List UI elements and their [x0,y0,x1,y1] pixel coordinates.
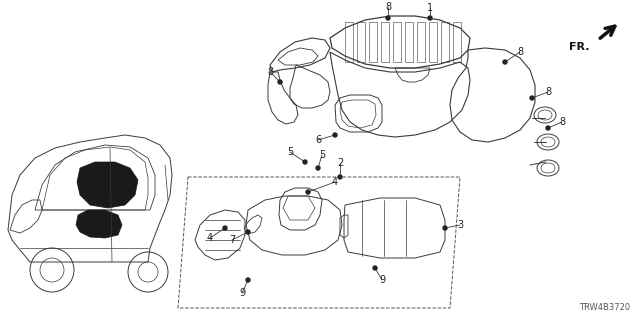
Circle shape [333,133,337,137]
Text: 8: 8 [517,47,523,57]
Circle shape [316,166,320,170]
Text: 3: 3 [457,220,463,230]
Text: 7: 7 [229,235,235,245]
Circle shape [223,226,227,230]
Circle shape [546,126,550,130]
Text: 8: 8 [545,87,551,97]
Text: 4: 4 [207,233,213,243]
Polygon shape [77,162,138,208]
Text: 8: 8 [385,2,391,12]
Text: 8: 8 [559,117,565,127]
Circle shape [246,230,250,234]
Circle shape [338,175,342,179]
Text: 2: 2 [337,158,343,168]
Text: FR.: FR. [570,42,590,52]
Circle shape [530,96,534,100]
Text: 6: 6 [315,135,321,145]
Polygon shape [76,210,122,238]
Text: 9: 9 [239,288,245,298]
Text: 9: 9 [379,275,385,285]
Text: 5: 5 [287,147,293,157]
Circle shape [246,278,250,282]
Text: TRW4B3720: TRW4B3720 [579,303,630,312]
Circle shape [278,80,282,84]
Circle shape [303,160,307,164]
Circle shape [443,226,447,230]
Text: 5: 5 [319,150,325,160]
Circle shape [386,16,390,20]
Circle shape [373,266,377,270]
Circle shape [306,190,310,194]
Circle shape [503,60,507,64]
Text: 8: 8 [267,67,273,77]
Text: 1: 1 [427,3,433,13]
Text: 4: 4 [332,177,338,187]
Circle shape [428,16,432,20]
